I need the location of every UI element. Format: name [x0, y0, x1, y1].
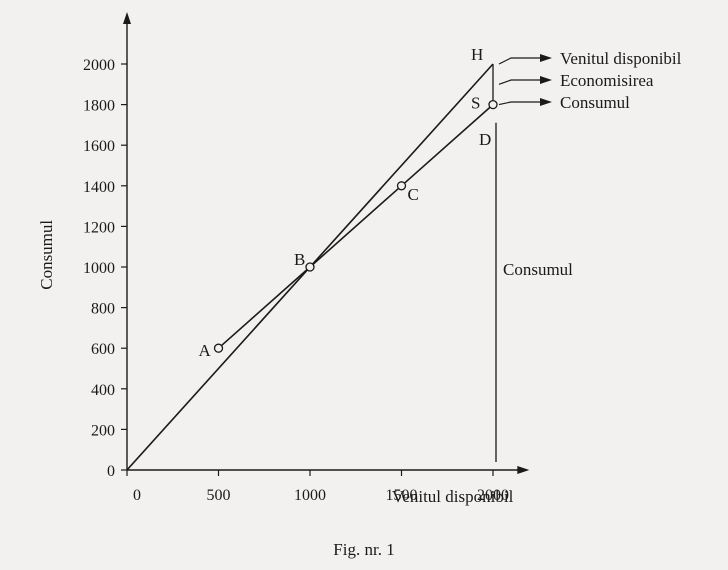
- x-tick-label: 500: [207, 487, 231, 504]
- y-axis-title: Consumul: [37, 220, 56, 290]
- y-tick-label: 2000: [83, 57, 115, 74]
- legend-line: [498, 79, 540, 85]
- x-tick-label: 2000: [477, 487, 509, 504]
- point-h-label: H: [471, 45, 483, 64]
- legend-label: Venitul disponibil: [560, 49, 682, 68]
- x-tick-label: 1000: [294, 487, 326, 504]
- legend-line: [498, 57, 540, 65]
- y-tick-label: 200: [91, 422, 115, 439]
- y-axis-arrow: [123, 12, 131, 24]
- y-tick-label: 400: [91, 382, 115, 399]
- x-tick-label: 0: [133, 487, 141, 504]
- point-d-label: D: [479, 130, 491, 149]
- point-b-label: B: [294, 250, 305, 269]
- y-tick-label: 1000: [83, 260, 115, 277]
- y-tick-label: 0: [107, 463, 115, 480]
- point-a-label: A: [199, 341, 212, 360]
- y-tick-label: 1600: [83, 138, 115, 155]
- y-tick-label: 800: [91, 301, 115, 318]
- x-axis-arrow: [517, 466, 530, 474]
- point-c-label: C: [408, 185, 419, 204]
- y-tick-label: 1200: [83, 219, 115, 236]
- y-tick-label: 600: [91, 341, 115, 358]
- figure-caption: Fig. nr. 1: [333, 540, 395, 559]
- legend-arrow: [540, 76, 552, 84]
- annotation-label: Consumul: [503, 260, 573, 279]
- series-line-consumption: [217, 104, 494, 349]
- point-c-marker: [396, 181, 407, 191]
- legend-label: Consumul: [560, 93, 630, 112]
- legend-arrow: [540, 54, 552, 62]
- y-tick-label: 1800: [83, 98, 115, 115]
- x-axis-title: Venitul disponibil: [392, 487, 514, 506]
- x-tick-label: 1500: [386, 487, 418, 504]
- legend-arrow: [540, 98, 552, 106]
- legend-line: [498, 101, 540, 106]
- point-b-marker: [305, 262, 315, 272]
- point-a-marker: [213, 343, 224, 353]
- point-s-marker: [488, 99, 498, 110]
- y-tick-label: 1400: [83, 179, 115, 196]
- legend-label: Economisirea: [560, 71, 654, 90]
- point-s-label: S: [471, 94, 480, 113]
